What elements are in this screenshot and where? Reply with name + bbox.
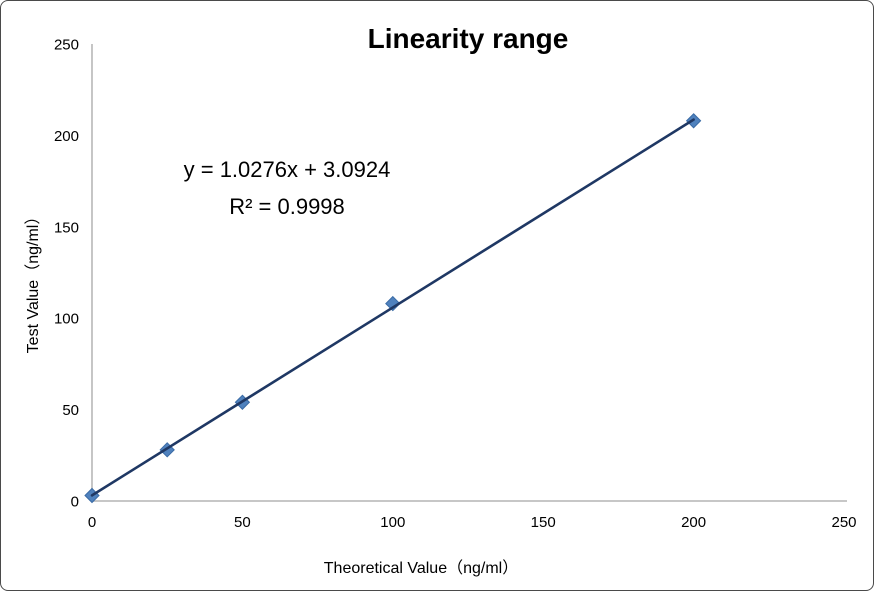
y-tick-label: 50: [62, 402, 79, 419]
r-squared-value: R² = 0.9998: [229, 194, 345, 219]
x-tick-label: 0: [88, 514, 96, 531]
y-tick-label: 200: [54, 128, 79, 145]
x-tick-label: 150: [531, 514, 556, 531]
x-axis-title: Theoretical Value（ng/ml）: [323, 560, 519, 577]
y-tick-label: 250: [54, 37, 79, 54]
y-tick-label: 150: [54, 219, 79, 236]
x-tick-label: 250: [831, 514, 856, 531]
y-tick-label: 100: [54, 311, 79, 328]
trendline: [90, 118, 695, 497]
y-axis-title: Test Value（ng/ml）: [25, 208, 42, 354]
x-tick-label: 50: [234, 514, 251, 531]
chart-title: Linearity range: [367, 23, 569, 54]
y-tick-label: 0: [71, 494, 79, 511]
data-point-marker: [385, 295, 401, 312]
trendline-annotation: y = 1.0276x + 3.0924 R² = 0.9998: [151, 151, 423, 225]
trendline-equation: y = 1.0276x + 3.0924: [183, 157, 391, 182]
x-tick-label: 100: [380, 514, 405, 531]
x-tick-label: 200: [681, 514, 706, 531]
